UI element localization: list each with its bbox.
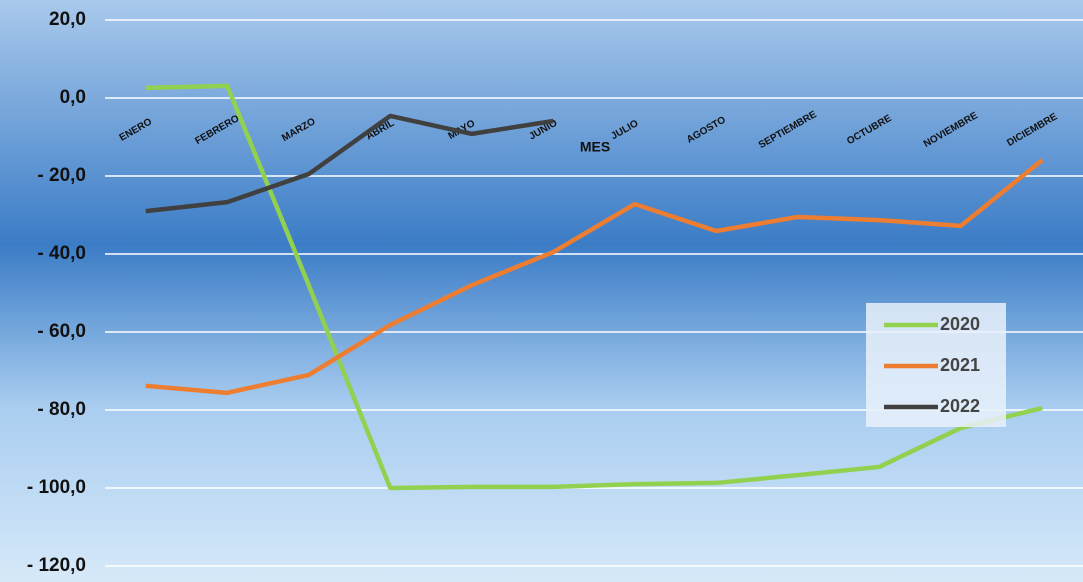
y-tick-label: 0,0 <box>60 87 86 108</box>
series-line <box>145 83 1043 491</box>
x-axis-title: MES <box>580 139 610 155</box>
y-tick-label: - 60,0 <box>37 321 86 342</box>
y-tick-label: - 80,0 <box>37 399 86 420</box>
y-tick-label: - 120,0 <box>27 555 86 576</box>
series-line <box>145 113 554 214</box>
legend-label: 2021 <box>940 355 980 375</box>
legend-label: 2020 <box>940 314 980 334</box>
y-tick-label: - 40,0 <box>37 243 86 264</box>
y-tick-label: - 100,0 <box>27 477 86 498</box>
y-tick-label: 20,0 <box>49 9 86 30</box>
series-line <box>145 158 1044 396</box>
legend-label: 2022 <box>940 396 980 416</box>
legend: 2020 2021 2022 <box>866 303 1006 427</box>
y-tick-label: - 20,0 <box>37 165 86 186</box>
